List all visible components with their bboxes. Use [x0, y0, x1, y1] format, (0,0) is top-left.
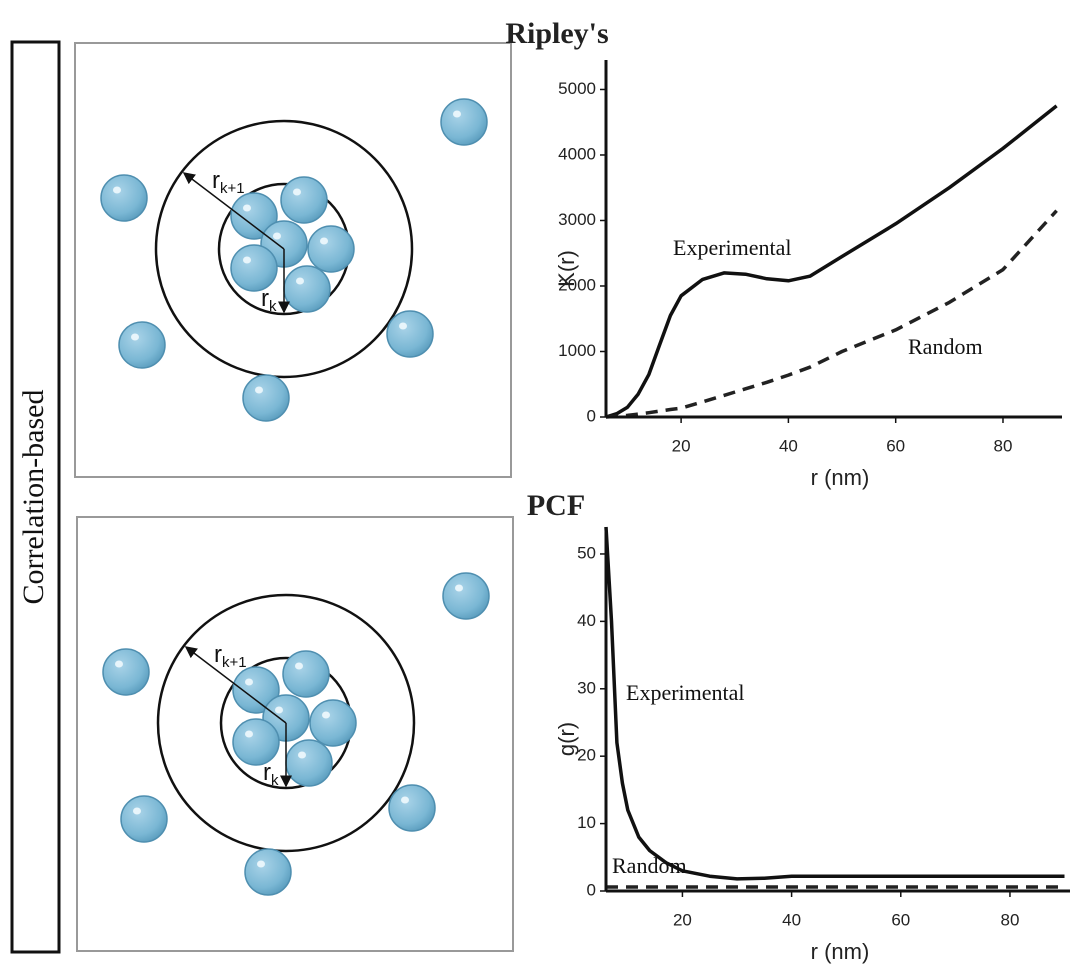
particle-highlight	[243, 256, 251, 264]
x-tick-label: 80	[1000, 910, 1019, 929]
particle	[388, 784, 436, 832]
series-line	[604, 526, 1065, 881]
y-tick-label: 1000	[558, 341, 596, 360]
particle-highlight	[320, 237, 328, 245]
y-axis-label: K(r)	[554, 250, 579, 287]
particle	[442, 572, 490, 620]
radius-subscript: k+1	[222, 654, 247, 671]
particle	[102, 648, 150, 696]
particle-highlight	[245, 730, 253, 738]
radius-subscript: k	[271, 772, 279, 789]
outer-radius-arrow	[182, 172, 285, 250]
particle	[282, 650, 330, 698]
particle-highlight	[131, 333, 139, 341]
particle-highlight	[245, 678, 253, 686]
particle	[386, 310, 434, 358]
y-tick-label: 5000	[558, 79, 596, 98]
y-tick-label: 10	[577, 813, 596, 832]
y-tick-label: 2000	[558, 275, 596, 294]
y-tick-label: 3000	[558, 210, 596, 229]
y-tick-label: 20	[577, 746, 596, 765]
particle	[118, 321, 166, 369]
particle	[230, 192, 278, 240]
series-annotation: Experimental	[673, 235, 792, 260]
x-tick-label: 80	[994, 436, 1013, 455]
x-tick-label: 60	[886, 436, 905, 455]
chart-title: PCF	[527, 489, 585, 522]
particle-highlight	[455, 584, 463, 592]
particle-highlight	[113, 186, 121, 194]
outer-ring	[156, 593, 416, 853]
radius-symbol: r	[261, 285, 269, 312]
outer-ring	[154, 119, 414, 379]
inner-radius-label: rk	[261, 285, 277, 315]
x-axis-label: r (nm)	[811, 939, 870, 964]
series-annotation: Random	[612, 853, 687, 878]
diagram-panel: rk+1rk	[76, 516, 514, 952]
outer-radius-arrow	[184, 646, 287, 724]
particle	[280, 176, 328, 224]
radius-symbol: r	[263, 759, 271, 786]
y-tick-label: 50	[577, 543, 596, 562]
y-axis-label: g(r)	[554, 722, 579, 756]
radius-subscript: k	[269, 298, 277, 315]
panel-frame	[76, 516, 514, 952]
series-line	[605, 209, 1058, 419]
particle-highlight	[296, 277, 304, 285]
x-tick-label: 40	[782, 910, 801, 929]
radius-symbol: r	[214, 641, 222, 668]
diagram-panel: rk+1rk	[74, 42, 512, 478]
particle-highlight	[275, 706, 283, 714]
particle-highlight	[273, 232, 281, 240]
outer-radius-label: rk+1	[214, 641, 247, 671]
particle-highlight	[255, 386, 263, 394]
particle-highlight	[295, 662, 303, 670]
side-label: Correlation-based	[17, 390, 50, 605]
particle-highlight	[243, 204, 251, 212]
particle	[244, 848, 292, 896]
y-tick-label: 40	[577, 611, 596, 630]
radius-symbol: r	[212, 167, 220, 194]
particle-highlight	[257, 860, 265, 868]
particle-highlight	[322, 711, 330, 719]
particle-highlight	[293, 188, 301, 196]
y-tick-label: 30	[577, 678, 596, 697]
y-tick-label: 0	[587, 880, 596, 899]
particle-highlight	[399, 322, 407, 330]
series-annotation: Experimental	[626, 680, 745, 705]
particle	[309, 699, 357, 747]
inner-radius-label: rk	[263, 759, 279, 789]
x-tick-label: 40	[779, 436, 798, 455]
particle	[230, 244, 278, 292]
particle-highlight	[453, 110, 461, 118]
particle	[100, 174, 148, 222]
x-tick-label: 60	[891, 910, 910, 929]
particle	[440, 98, 488, 146]
particle-highlight	[115, 660, 123, 668]
x-tick-label: 20	[673, 910, 692, 929]
particle	[232, 666, 280, 714]
particle	[285, 739, 333, 787]
particle	[283, 265, 331, 313]
particle	[232, 718, 280, 766]
series-line	[605, 104, 1058, 419]
particle-highlight	[133, 807, 141, 815]
panel-frame	[74, 42, 512, 478]
particle	[120, 795, 168, 843]
outer-radius-label: rk+1	[212, 167, 245, 197]
radius-subscript: k+1	[220, 180, 245, 197]
chart-title: Ripley's	[505, 17, 608, 50]
particle-highlight	[401, 796, 409, 804]
side-box	[10, 40, 61, 954]
y-tick-label: 4000	[558, 144, 596, 163]
series-annotation: Random	[908, 334, 983, 359]
particle-highlight	[298, 751, 306, 759]
x-axis-label: r (nm)	[811, 465, 870, 490]
particle	[242, 374, 290, 422]
particle	[307, 225, 355, 273]
x-tick-label: 20	[672, 436, 691, 455]
y-tick-label: 0	[587, 406, 596, 425]
